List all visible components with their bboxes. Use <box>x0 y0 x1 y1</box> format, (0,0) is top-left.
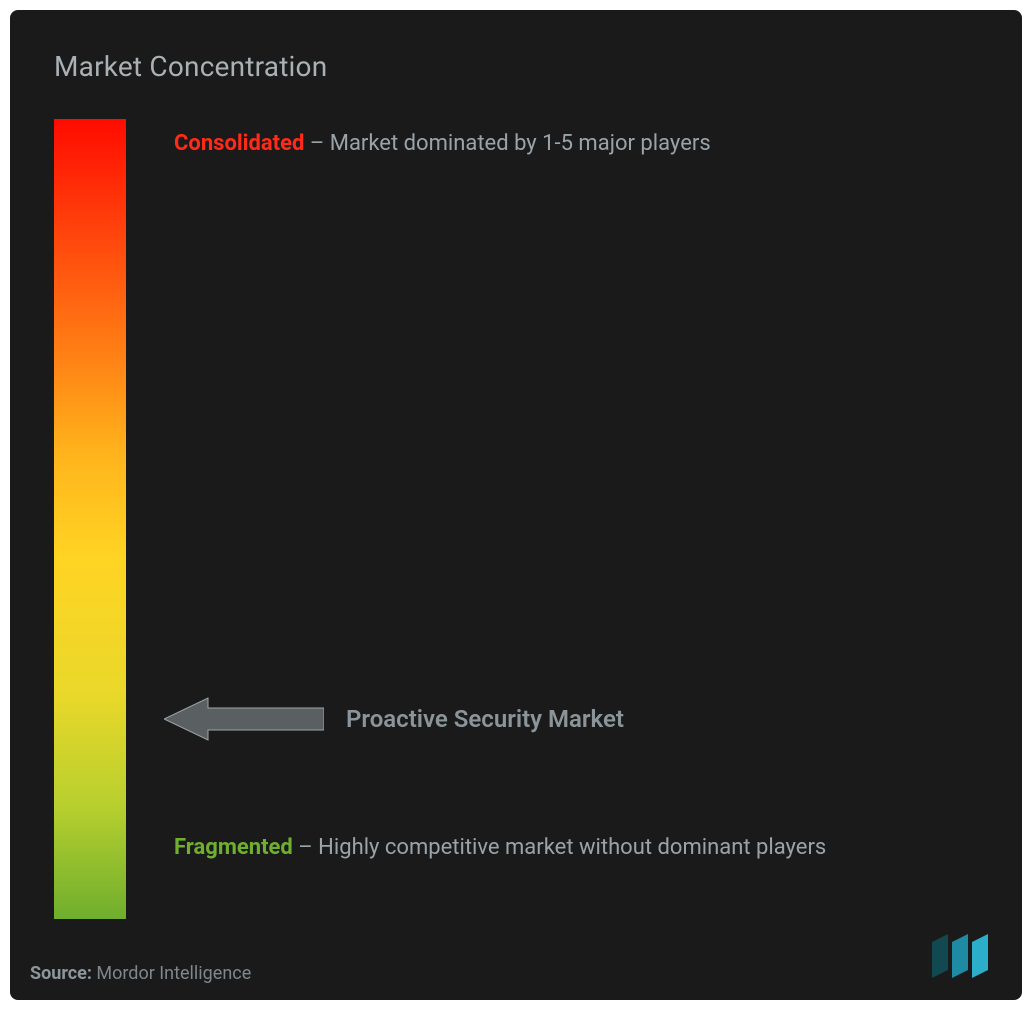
consolidated-description: – Market dominated by 1-5 major players <box>304 131 710 156</box>
concentration-gradient-bar <box>54 119 126 919</box>
market-marker-label: Proactive Security Market <box>346 705 624 733</box>
mordor-logo-icon <box>932 934 996 978</box>
infographic-card: Market Concentration Consolidated – Mark… <box>10 10 1022 1000</box>
fragmented-keyword: Fragmented <box>174 835 293 860</box>
arrow-left-icon <box>164 696 324 742</box>
consolidated-label: Consolidated – Market dominated by 1-5 m… <box>174 125 938 162</box>
chart-title: Market Concentration <box>54 50 978 83</box>
source-prefix: Source: <box>30 963 92 984</box>
market-marker: Proactive Security Market <box>164 696 624 742</box>
chart-area: Consolidated – Market dominated by 1-5 m… <box>54 119 978 919</box>
fragmented-label: Fragmented – Highly competitive market w… <box>174 829 938 866</box>
source-footer: Source: Mordor Intelligence <box>30 963 251 984</box>
source-name: Mordor Intelligence <box>96 963 251 984</box>
consolidated-keyword: Consolidated <box>174 131 304 156</box>
fragmented-description: – Highly competitive market without domi… <box>293 835 826 860</box>
